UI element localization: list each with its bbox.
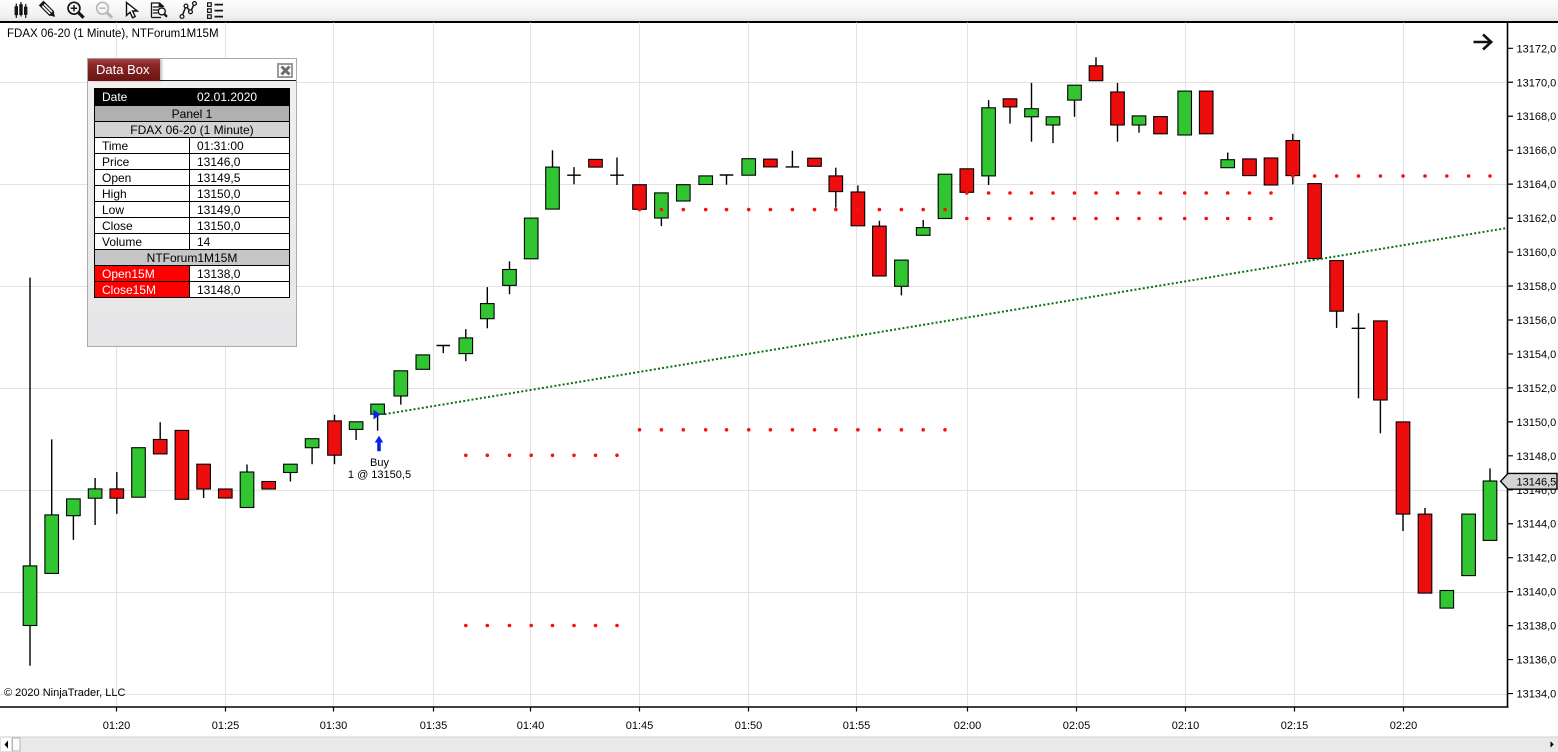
svg-text:© 2020 NinjaTrader, LLC: © 2020 NinjaTrader, LLC — [4, 687, 125, 699]
svg-text:Buy: Buy — [370, 457, 389, 469]
svg-text:13150,0: 13150,0 — [1517, 417, 1557, 429]
svg-text:02:00: 02:00 — [954, 720, 982, 732]
svg-text:13152,0: 13152,0 — [1517, 383, 1557, 395]
svg-text:13162,0: 13162,0 — [1517, 213, 1557, 225]
svg-text:13156,0: 13156,0 — [1517, 315, 1557, 327]
svg-text:01:50: 01:50 — [735, 720, 763, 732]
svg-text:13136,0: 13136,0 — [1517, 655, 1557, 667]
svg-text:01:40: 01:40 — [517, 720, 545, 732]
svg-text:13158,0: 13158,0 — [1517, 281, 1557, 293]
svg-text:01:25: 01:25 — [212, 720, 240, 732]
svg-text:13134,0: 13134,0 — [1517, 689, 1557, 701]
svg-text:02:20: 02:20 — [1390, 720, 1418, 732]
svg-text:13164,0: 13164,0 — [1517, 179, 1557, 191]
svg-text:01:20: 01:20 — [103, 720, 131, 732]
svg-text:01:35: 01:35 — [420, 720, 448, 732]
svg-text:13166,0: 13166,0 — [1517, 145, 1557, 157]
svg-text:13138,0: 13138,0 — [1517, 621, 1557, 633]
svg-text:13140,0: 13140,0 — [1517, 587, 1557, 599]
svg-text:FDAX 06-20 (1 Minute), NTForum: FDAX 06-20 (1 Minute), NTForum1M15M — [7, 28, 219, 40]
svg-text:01:30: 01:30 — [320, 720, 348, 732]
svg-text:01:55: 01:55 — [843, 720, 871, 732]
svg-text:13144,0: 13144,0 — [1517, 519, 1557, 531]
svg-text:13146,5: 13146,5 — [1517, 476, 1557, 488]
svg-text:13168,0: 13168,0 — [1517, 111, 1557, 123]
svg-text:13170,0: 13170,0 — [1517, 77, 1557, 89]
svg-text:02:05: 02:05 — [1063, 720, 1091, 732]
svg-text:13172,0: 13172,0 — [1517, 43, 1557, 55]
svg-text:02:10: 02:10 — [1172, 720, 1200, 732]
svg-text:13154,0: 13154,0 — [1517, 349, 1557, 361]
svg-text:13142,0: 13142,0 — [1517, 553, 1557, 565]
svg-text:13148,0: 13148,0 — [1517, 451, 1557, 463]
svg-text:13160,0: 13160,0 — [1517, 247, 1557, 259]
svg-text:01:45: 01:45 — [626, 720, 654, 732]
svg-text:02:15: 02:15 — [1281, 720, 1309, 732]
svg-text:1 @ 13150,5: 1 @ 13150,5 — [348, 469, 411, 481]
